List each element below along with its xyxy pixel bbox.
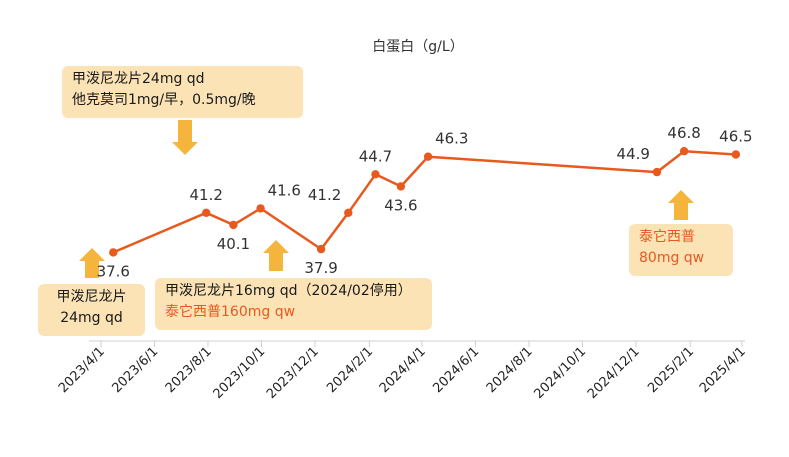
x-tick-label: 2023/12/1 [264, 344, 322, 402]
x-tick-labels: 2023/4/1 2023/6/1 2023/8/12023/10/12023/12… [56, 344, 749, 402]
data-point [396, 182, 406, 191]
data-label: 41.2 [308, 186, 341, 204]
annotation-line: 24mg qd [60, 310, 123, 326]
data-point [256, 204, 265, 213]
data-point [229, 220, 238, 230]
data-label: 44.9 [617, 145, 650, 163]
x-tick-label: 2023/6/1 [109, 344, 161, 396]
annotation-box: 甲泼尼龙片 24mg qd [38, 284, 145, 336]
annotation-line-highlight: 泰它西普160mg qw [165, 304, 296, 320]
data-point [371, 170, 380, 179]
x-tick-label: 2023/4/1 [56, 344, 108, 396]
annotation-line: 甲泼尼龙片16mg qd（2024/02停用） [165, 283, 412, 299]
data-point [731, 150, 741, 159]
data-point [109, 248, 118, 257]
x-tick-label: 2024/4/1 [377, 344, 429, 396]
data-label: 41.6 [268, 181, 301, 199]
annotation-arrows [79, 120, 694, 278]
data-label: 43.6 [384, 196, 417, 214]
annotation-box: 甲泼尼龙片24mg qd 他克莫司1mg/早，0.5mg/晚 [62, 66, 303, 118]
annotation-box: 甲泼尼龙片16mg qd（2024/02停用） 泰它西普160mg qw [155, 278, 432, 330]
data-points [109, 147, 741, 257]
annotation-line-highlight: 80mg qw [639, 250, 705, 266]
annotation-box: 泰它西普 80mg qw [629, 224, 733, 276]
x-tick-label: 2024/2/1 [324, 344, 376, 396]
data-point [316, 244, 326, 254]
x-tick-label: 2025/2/1 [645, 344, 697, 396]
annotation-line-highlight: 泰它西普 [639, 229, 695, 245]
data-label: 46.8 [667, 124, 700, 142]
data-point [202, 208, 211, 217]
annotation-line: 甲泼尼龙片 [56, 289, 127, 305]
data-labels: 37.6 41.2 40.1 41.6 37.9 41.2 44.7 43.6 46.3 44.9… [97, 124, 753, 280]
x-tick-label: 2025/4/1 [697, 344, 749, 396]
data-point [679, 147, 689, 156]
data-label: 40.1 [217, 235, 250, 253]
data-label: 46.5 [719, 128, 752, 146]
x-tick-label: 2023/8/1 [163, 344, 215, 396]
data-label: 37.6 [97, 262, 130, 280]
annotation-arrow-up [668, 190, 694, 220]
x-tick-label: 2024/12/1 [585, 344, 643, 402]
data-label: 44.7 [359, 147, 392, 165]
x-tick-label: 2024/10/1 [531, 344, 589, 402]
series-line [112, 149, 736, 254]
annotation-arrow-up [79, 248, 105, 278]
data-point [652, 167, 662, 177]
annotation-arrow-down [172, 120, 198, 155]
data-point [344, 208, 353, 217]
data-label: 37.9 [304, 259, 337, 277]
chart-title: 白蛋白（g/L） [372, 39, 463, 55]
data-label: 46.3 [435, 130, 468, 148]
annotation-line: 他克莫司1mg/早，0.5mg/晚 [72, 92, 256, 108]
x-tick-label: 2024/8/1 [484, 344, 536, 396]
x-tick-label: 2023/10/1 [211, 344, 269, 402]
data-point [423, 152, 433, 161]
annotation-line: 甲泼尼龙片24mg qd [72, 71, 205, 87]
annotation-arrow-up [263, 240, 289, 271]
data-label: 41.2 [190, 186, 223, 204]
x-tick-label: 2024/6/1 [430, 344, 482, 396]
x-ticks [100, 341, 743, 347]
